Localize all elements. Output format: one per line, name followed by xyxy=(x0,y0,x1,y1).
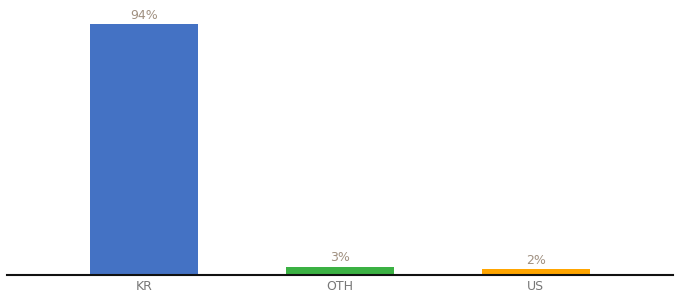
Bar xyxy=(90,24,198,274)
Text: 94%: 94% xyxy=(130,9,158,22)
Bar xyxy=(482,269,590,274)
Bar xyxy=(286,266,394,274)
Text: 2%: 2% xyxy=(526,254,546,267)
Text: 3%: 3% xyxy=(330,251,350,264)
